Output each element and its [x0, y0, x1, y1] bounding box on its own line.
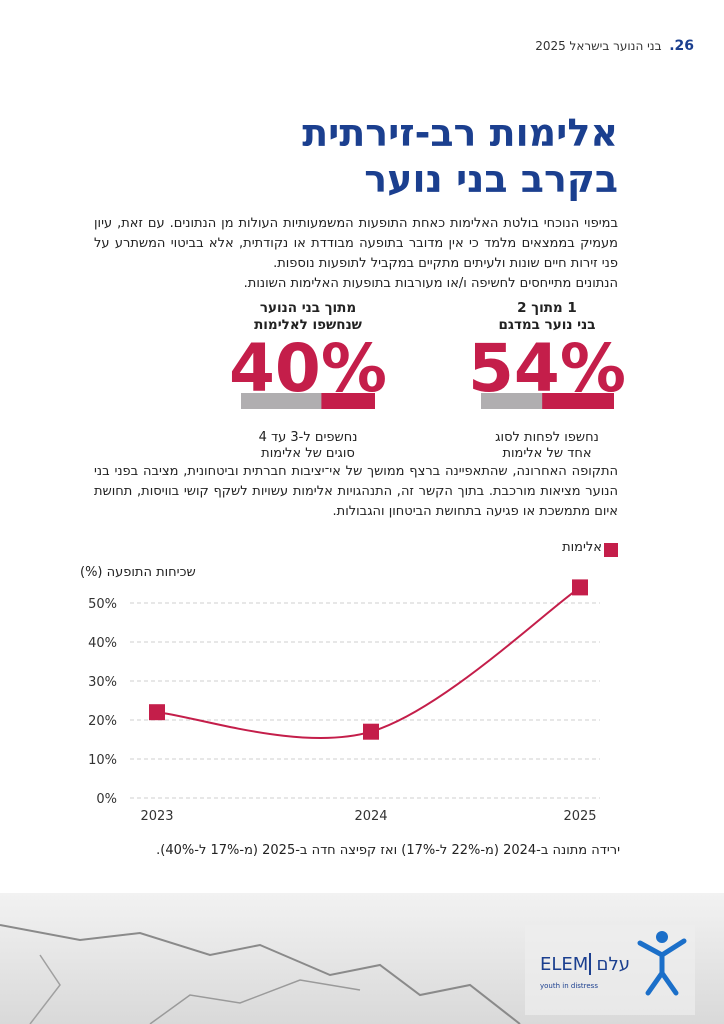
footer: ELEM עלם youth in distress [0, 893, 724, 1024]
title: אלימות רב-זירתית [302, 111, 618, 155]
chart-note: ירידה מתונה ב-2024 (מ-22% ל-17%) ואז קפי… [156, 843, 620, 858]
stat-value: 40% [229, 330, 387, 407]
intro: במיפוי הנוכחי בולטת האלימות כאחת התופעות… [94, 216, 618, 271]
y-tick-label: 20% [88, 714, 117, 729]
y-tick-label: 50% [88, 597, 117, 612]
crack [29, 954, 61, 1024]
stat-heading: שנחשפו לאלימות [254, 317, 362, 333]
x-tick-label: 2023 [140, 809, 173, 824]
publication: בני הנוער בישראל 2025 [535, 39, 662, 53]
x-tick-label: 2024 [354, 809, 387, 824]
stat-caption: אחד של אלימות [502, 446, 592, 461]
stat-heading: מתוך בני הנוער [259, 300, 357, 316]
stat-bar [542, 393, 614, 409]
stat-caption: נחשפים ל-3 עד 4 [258, 430, 358, 445]
stat-bar [321, 393, 375, 409]
intro: הנתונים מתייחסים לחשיפה ו/או מעורבות בתו… [243, 276, 618, 291]
y-tick-label: 0% [96, 792, 117, 807]
stat: 1 מתוך 2 בני נוער במדגם 54% נחשפו לפחות … [457, 300, 637, 462]
y-axis-label: שכיחות התופעה (%) [80, 565, 196, 580]
marker [572, 579, 588, 596]
stat-heading: 1 מתוך 2 [517, 300, 577, 316]
marker [149, 704, 165, 721]
crack [149, 979, 361, 1024]
header: 26. בני הנוער בישראל 2025 [535, 38, 694, 54]
stat-value: 54% [468, 330, 626, 407]
crack [0, 924, 521, 1024]
stat-heading: בני נוער במדגם [498, 317, 596, 333]
marker [363, 723, 379, 740]
x-tick-label: 2025 [563, 809, 596, 824]
logo-tagline: youth in distress [540, 982, 598, 990]
stat: מתוך בני הנוער שנחשפו לאלימות 40% נחשפים… [218, 300, 398, 462]
logo-he: עלם [597, 954, 630, 975]
logo-icon [656, 931, 668, 943]
y-tick-label: 40% [88, 636, 117, 651]
chart: 0% 10% 20% 30% 40% 50% 2023 2024 2025 [88, 579, 600, 824]
legend-swatch [604, 543, 618, 557]
logo-icon [637, 938, 687, 996]
page-number: 26. [669, 38, 694, 54]
y-tick-label: 10% [88, 753, 117, 768]
stat-bars [241, 393, 614, 409]
line [156, 586, 581, 739]
y-tick-label: 30% [88, 675, 117, 690]
body-text: התקופה האחרונה, שהתאפיינה ברצף ממושך של … [94, 464, 618, 519]
logo-en: ELEM [540, 954, 588, 975]
legend-label: אלימות [562, 540, 602, 555]
stat-caption: נחשפו לפחות לסוג [495, 430, 599, 445]
title: בקרב בני נוער [364, 157, 618, 201]
stat-caption: סוגים של אלימות [261, 446, 355, 461]
